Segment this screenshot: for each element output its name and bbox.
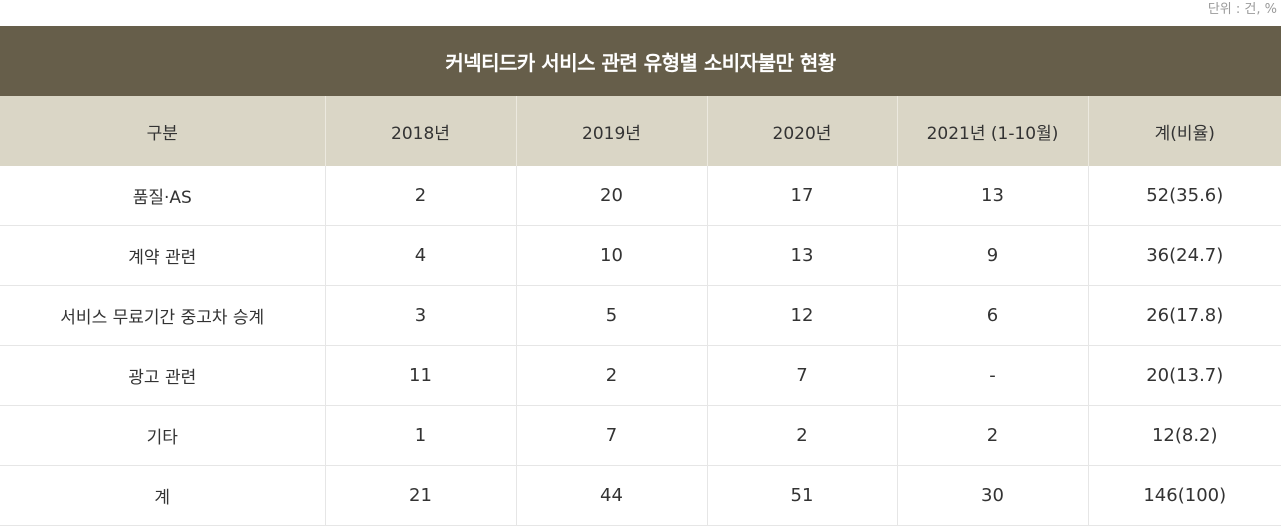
- table-cell: 51: [706, 465, 897, 526]
- column-header-total: 계(비율): [1087, 96, 1281, 166]
- table-cell: 7: [515, 405, 707, 466]
- row-label: 계: [0, 465, 325, 526]
- column-header-2021: 2021년 (1-10월): [896, 96, 1088, 166]
- table-cell: 10: [515, 225, 707, 286]
- table-cell: 17: [706, 166, 897, 226]
- table-cell: 2: [896, 405, 1088, 466]
- unit-label: 단위 : 건, %: [1207, 2, 1277, 17]
- table-cell: 13: [706, 225, 897, 286]
- table-row: 광고 관련 11 2 7 - 20(13.7): [0, 345, 1281, 406]
- table-cell: 9: [896, 225, 1088, 286]
- table-title: 커넥티드카 서비스 관련 유형별 소비자불만 현황: [0, 26, 1281, 96]
- table-cell: 7: [706, 345, 897, 406]
- table-cell: 4: [324, 225, 516, 286]
- complaints-table: 구분 2018년 2019년 2020년 2021년 (1-10월) 계(비율)…: [0, 96, 1281, 526]
- row-label: 광고 관련: [0, 345, 325, 406]
- table-cell: 30: [896, 465, 1088, 526]
- table-cell: 6: [896, 285, 1088, 346]
- table-row: 품질·AS 2 20 17 13 52(35.6): [0, 166, 1281, 226]
- table-row: 기타 1 7 2 2 12(8.2): [0, 405, 1281, 466]
- table-cell: 36(24.7): [1087, 225, 1281, 286]
- row-label: 서비스 무료기간 중고차 승계: [0, 285, 325, 346]
- table-cell: 146(100): [1087, 465, 1281, 526]
- table-cell: 2: [706, 405, 897, 466]
- column-header-category: 구분: [0, 96, 325, 166]
- table-cell: 2: [515, 345, 707, 406]
- table-cell: 2: [324, 166, 516, 226]
- column-header-2020: 2020년: [706, 96, 897, 166]
- table-cell: -: [896, 345, 1088, 406]
- table-cell: 12: [706, 285, 897, 346]
- table-cell: 12(8.2): [1087, 405, 1281, 466]
- table-cell: 13: [896, 166, 1088, 226]
- table-cell: 20: [515, 166, 707, 226]
- column-header-2018: 2018년: [324, 96, 516, 166]
- table-cell: 11: [324, 345, 516, 406]
- table-row: 서비스 무료기간 중고차 승계 3 5 12 6 26(17.8): [0, 285, 1281, 346]
- table-cell: 3: [324, 285, 516, 346]
- row-label: 기타: [0, 405, 325, 466]
- table-cell: 44: [515, 465, 707, 526]
- table-cell: 52(35.6): [1087, 166, 1281, 226]
- table-row: 계약 관련 4 10 13 9 36(24.7): [0, 225, 1281, 286]
- table-cell: 20(13.7): [1087, 345, 1281, 406]
- table-cell: 21: [324, 465, 516, 526]
- row-label: 계약 관련: [0, 225, 325, 286]
- table-cell: 1: [324, 405, 516, 466]
- table-cell: 26(17.8): [1087, 285, 1281, 346]
- row-label: 품질·AS: [0, 166, 325, 226]
- total-row: 계 21 44 51 30 146(100): [0, 465, 1281, 526]
- header-row: 구분 2018년 2019년 2020년 2021년 (1-10월) 계(비율): [0, 96, 1281, 166]
- column-header-2019: 2019년: [515, 96, 707, 166]
- table-cell: 5: [515, 285, 707, 346]
